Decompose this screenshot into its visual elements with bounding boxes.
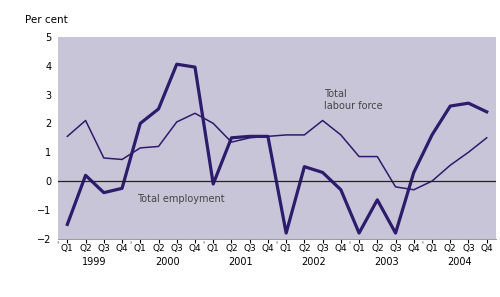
Text: 2001: 2001: [228, 257, 253, 267]
Text: 2003: 2003: [374, 257, 398, 267]
Text: Per cent: Per cent: [26, 15, 68, 25]
Text: 2002: 2002: [301, 257, 326, 267]
Text: Total employment: Total employment: [136, 194, 224, 204]
Text: 1999: 1999: [82, 257, 107, 267]
Text: Total
labour force: Total labour force: [324, 89, 383, 111]
Text: 2004: 2004: [447, 257, 471, 267]
Text: 2000: 2000: [156, 257, 180, 267]
